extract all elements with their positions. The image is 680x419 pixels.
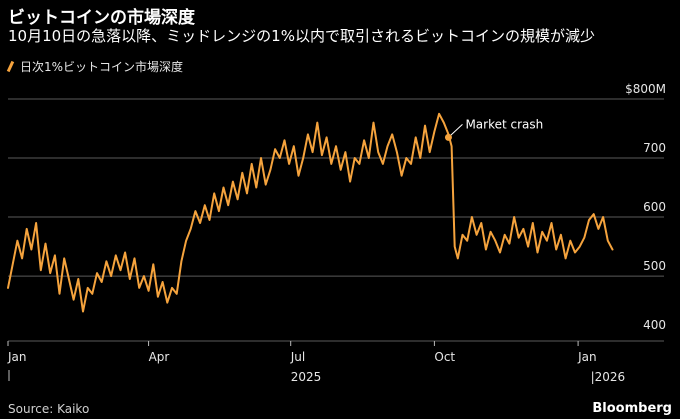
legend-label: 日次1%ビットコイン市場深度 xyxy=(20,60,184,74)
y-tick-label-500: 500 xyxy=(643,259,666,273)
source-note: Source: Kaiko xyxy=(8,402,90,416)
year-label-2025: 2025 xyxy=(291,370,322,384)
chart-subtitle: 10月10日の急落以降、ミッドレンジの1%以内で取引されるビットコインの規模が減… xyxy=(8,27,595,45)
annotation-marker xyxy=(444,133,452,141)
x-tick-label-2: Jul xyxy=(290,350,305,364)
x-tick-label-4: Jan xyxy=(577,350,597,364)
y-tick-label-800: $800M xyxy=(625,82,666,96)
y-tick-label-700: 700 xyxy=(643,141,666,155)
x-tick-label-1: Apr xyxy=(149,350,170,364)
y-tick-label-600: 600 xyxy=(643,200,666,214)
legend: 日次1%ビットコイン市場深度 xyxy=(6,58,184,75)
x-tick-label-0: Jan xyxy=(7,350,27,364)
y-tick-label-400: 400 xyxy=(643,318,666,332)
x-tick-label-3: Oct xyxy=(434,350,455,364)
chart-title: ビットコインの市場深度 xyxy=(8,8,195,28)
annotation-label: Market crash xyxy=(465,117,543,131)
series-line xyxy=(7,112,614,313)
year-label-2026: |2026 xyxy=(591,370,626,384)
brand-logo: Bloomberg xyxy=(592,401,672,416)
